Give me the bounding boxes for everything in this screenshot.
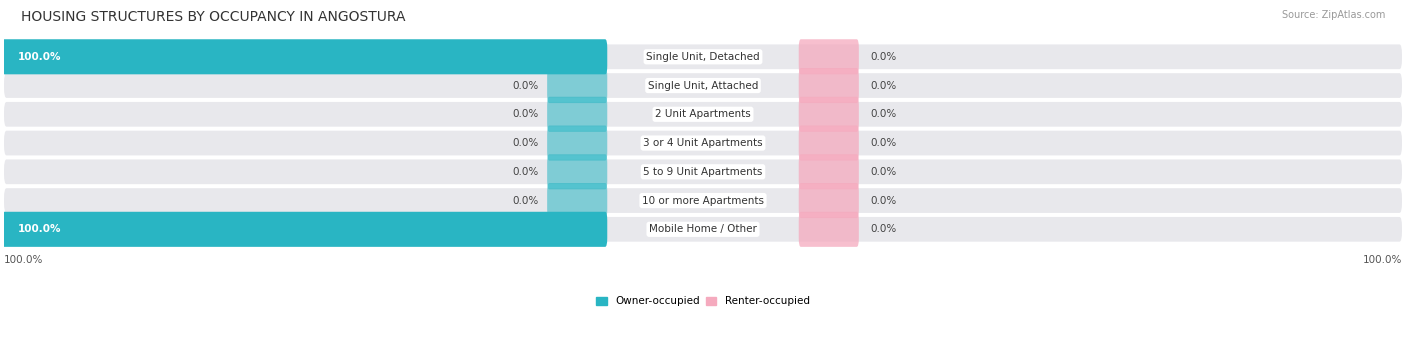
Text: 0.0%: 0.0% — [513, 80, 538, 91]
FancyBboxPatch shape — [4, 188, 1402, 213]
FancyBboxPatch shape — [547, 183, 607, 218]
FancyBboxPatch shape — [4, 160, 1402, 184]
Text: Single Unit, Detached: Single Unit, Detached — [647, 52, 759, 62]
FancyBboxPatch shape — [799, 125, 859, 161]
Text: HOUSING STRUCTURES BY OCCUPANCY IN ANGOSTURA: HOUSING STRUCTURES BY OCCUPANCY IN ANGOS… — [21, 10, 405, 24]
FancyBboxPatch shape — [4, 102, 1402, 127]
Text: 100.0%: 100.0% — [18, 224, 62, 234]
FancyBboxPatch shape — [547, 125, 607, 161]
Text: 3 or 4 Unit Apartments: 3 or 4 Unit Apartments — [643, 138, 763, 148]
FancyBboxPatch shape — [4, 131, 1402, 155]
FancyBboxPatch shape — [547, 68, 607, 103]
Text: Single Unit, Attached: Single Unit, Attached — [648, 80, 758, 91]
FancyBboxPatch shape — [4, 73, 1402, 98]
FancyBboxPatch shape — [799, 154, 859, 189]
Legend: Owner-occupied, Renter-occupied: Owner-occupied, Renter-occupied — [592, 292, 814, 310]
FancyBboxPatch shape — [547, 154, 607, 189]
FancyBboxPatch shape — [799, 39, 859, 74]
Text: 0.0%: 0.0% — [513, 109, 538, 119]
FancyBboxPatch shape — [1, 39, 607, 74]
Text: 0.0%: 0.0% — [870, 109, 897, 119]
Text: 0.0%: 0.0% — [513, 195, 538, 206]
Text: 100.0%: 100.0% — [1362, 254, 1402, 265]
Text: 0.0%: 0.0% — [870, 195, 897, 206]
Text: Mobile Home / Other: Mobile Home / Other — [650, 224, 756, 234]
FancyBboxPatch shape — [799, 68, 859, 103]
FancyBboxPatch shape — [799, 183, 859, 218]
FancyBboxPatch shape — [547, 97, 607, 132]
FancyBboxPatch shape — [799, 97, 859, 132]
FancyBboxPatch shape — [4, 217, 1402, 242]
Text: 0.0%: 0.0% — [870, 167, 897, 177]
Text: 0.0%: 0.0% — [513, 167, 538, 177]
FancyBboxPatch shape — [4, 44, 1402, 69]
FancyBboxPatch shape — [1, 212, 607, 247]
Text: 0.0%: 0.0% — [513, 138, 538, 148]
Text: 0.0%: 0.0% — [870, 224, 897, 234]
Text: 0.0%: 0.0% — [870, 52, 897, 62]
Text: 0.0%: 0.0% — [870, 138, 897, 148]
FancyBboxPatch shape — [799, 212, 859, 247]
Text: Source: ZipAtlas.com: Source: ZipAtlas.com — [1281, 10, 1385, 20]
Text: 100.0%: 100.0% — [4, 254, 44, 265]
Text: 10 or more Apartments: 10 or more Apartments — [643, 195, 763, 206]
Text: 0.0%: 0.0% — [870, 80, 897, 91]
Text: 5 to 9 Unit Apartments: 5 to 9 Unit Apartments — [644, 167, 762, 177]
Text: 100.0%: 100.0% — [18, 52, 62, 62]
Text: 2 Unit Apartments: 2 Unit Apartments — [655, 109, 751, 119]
